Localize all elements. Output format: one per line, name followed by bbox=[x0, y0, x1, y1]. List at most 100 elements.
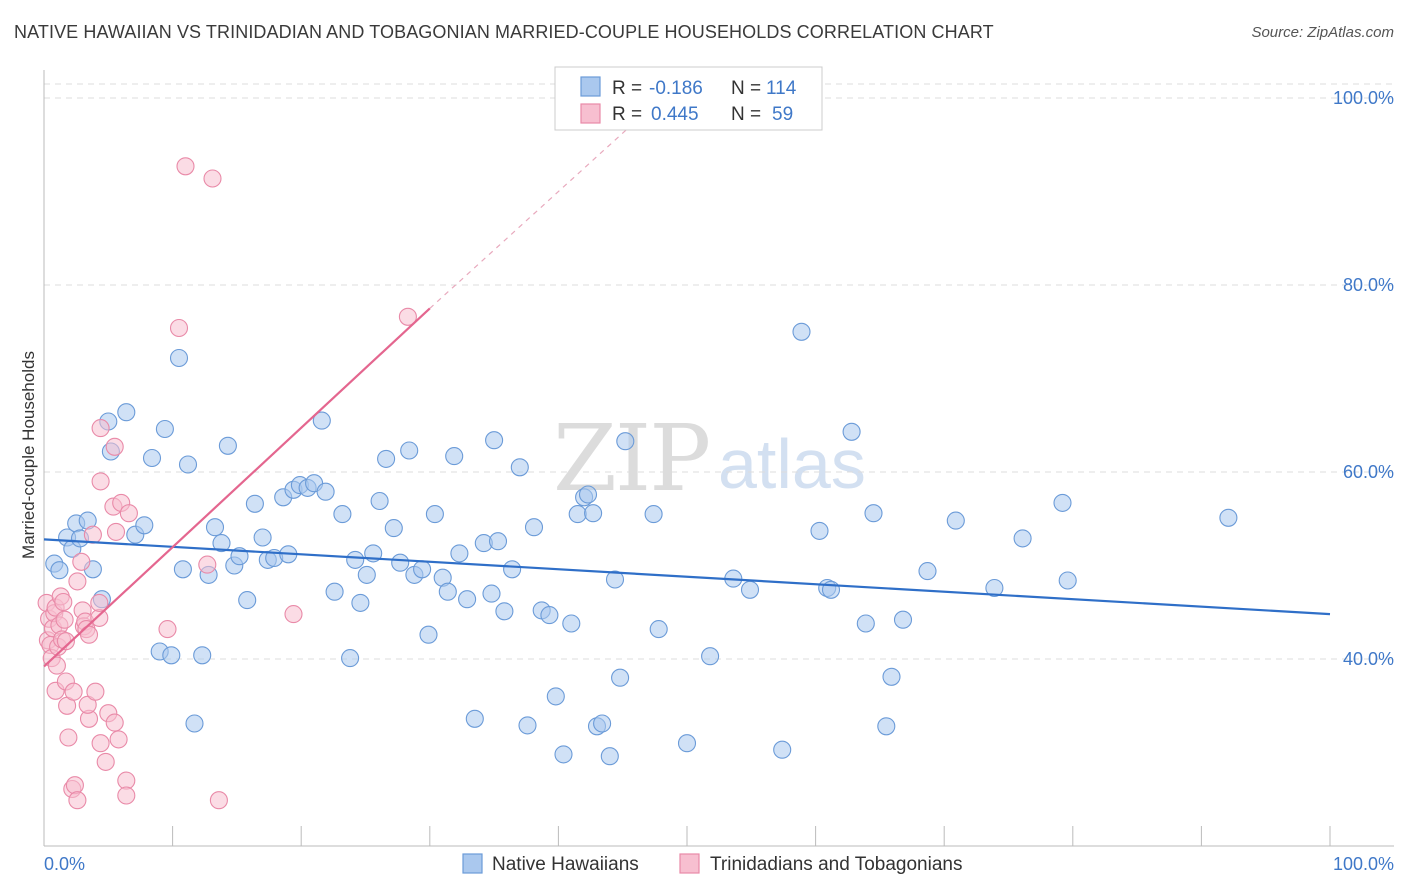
point-native-hawaiian-67 bbox=[488, 532, 508, 551]
point-trinidadian-53 bbox=[176, 157, 195, 176]
point-native-hawaiian-29 bbox=[238, 591, 257, 610]
point-native-hawaiian-14 bbox=[142, 448, 162, 468]
point-native-hawaiian-100 bbox=[856, 614, 875, 633]
point-trinidadian-33 bbox=[83, 525, 102, 544]
legend-swatch-pink bbox=[580, 103, 601, 124]
legend-n-label-blue: N = bbox=[731, 78, 761, 99]
legend-n-value-pink: 59 bbox=[772, 104, 793, 125]
y-tick-label-60: 60.0% bbox=[1343, 462, 1394, 482]
point-trinidadian-49 bbox=[117, 786, 136, 805]
point-trinidadian-21 bbox=[65, 776, 84, 795]
point-native-hawaiian-63 bbox=[465, 709, 484, 728]
point-native-hawaiian-71 bbox=[518, 716, 537, 735]
grid-lines bbox=[44, 83, 1394, 660]
point-native-hawaiian-53 bbox=[400, 441, 419, 460]
point-native-hawaiian-51 bbox=[384, 519, 403, 538]
point-native-hawaiian-49 bbox=[370, 491, 389, 511]
point-native-hawaiian-65 bbox=[485, 431, 504, 450]
point-native-hawaiian-107 bbox=[985, 578, 1004, 598]
source-label: Source: ZipAtlas.com bbox=[1251, 24, 1394, 41]
point-native-hawaiian-91 bbox=[701, 647, 720, 666]
point-native-hawaiian-69 bbox=[503, 560, 522, 579]
point-trinidadian-45 bbox=[106, 522, 126, 541]
y-tick-label-100: 100.0% bbox=[1333, 88, 1394, 108]
point-trinidadian-52 bbox=[169, 318, 189, 338]
y-tick-label-80: 80.0% bbox=[1343, 275, 1394, 295]
point-native-hawaiian-50 bbox=[377, 449, 396, 468]
point-native-hawaiian-16 bbox=[155, 419, 174, 439]
point-native-hawaiian-110 bbox=[1058, 571, 1077, 590]
y-axis-label: Married-couple Households bbox=[19, 351, 38, 559]
point-native-hawaiian-75 bbox=[546, 687, 565, 706]
point-native-hawaiian-42 bbox=[325, 582, 344, 601]
point-native-hawaiian-108 bbox=[1013, 529, 1032, 548]
legend-r-value-pink: 0.445 bbox=[651, 104, 699, 125]
point-trinidadian-50 bbox=[119, 504, 138, 523]
legend-top: R = -0.186 N = 114 R = 0.445 N = 59 bbox=[554, 66, 823, 131]
point-native-hawaiian-17 bbox=[162, 646, 181, 665]
point-native-hawaiian-31 bbox=[253, 528, 272, 547]
point-native-hawaiian-88 bbox=[644, 505, 663, 524]
point-native-hawaiian-43 bbox=[333, 505, 352, 524]
point-native-hawaiian-83 bbox=[593, 714, 612, 733]
point-native-hawaiian-96 bbox=[810, 521, 829, 540]
trend-line-native-hawaiians bbox=[43, 538, 1331, 616]
point-native-hawaiian-85 bbox=[605, 570, 625, 589]
point-trinidadian-23 bbox=[64, 682, 83, 701]
point-native-hawaiian-84 bbox=[600, 747, 619, 766]
point-native-hawaiian-87 bbox=[616, 432, 635, 451]
bottom-legend-swatch-blue bbox=[462, 853, 483, 874]
point-trinidadian-15 bbox=[56, 632, 75, 651]
legend-n-value-blue: 114 bbox=[766, 78, 797, 99]
point-native-hawaiian-59 bbox=[438, 582, 457, 601]
point-trinidadian-46 bbox=[109, 730, 128, 749]
point-native-hawaiian-57 bbox=[425, 505, 444, 524]
x-ticks bbox=[43, 826, 1331, 846]
point-native-hawaiian-13 bbox=[135, 516, 154, 535]
y-tick-labels: 40.0% 60.0% 80.0% 100.0% bbox=[1333, 88, 1394, 669]
point-native-hawaiian-20 bbox=[178, 455, 198, 474]
point-native-hawaiian-68 bbox=[495, 602, 514, 621]
point-native-hawaiian-30 bbox=[245, 494, 264, 513]
x-tick-label-max: 100.0% bbox=[1333, 854, 1394, 874]
point-native-hawaiian-109 bbox=[1053, 493, 1072, 512]
point-trinidadian-19 bbox=[59, 728, 78, 747]
point-native-hawaiian-86 bbox=[611, 668, 630, 687]
point-native-hawaiian-102 bbox=[877, 717, 896, 736]
point-trinidadian-38 bbox=[91, 472, 110, 491]
bottom-legend-label-blue: Native Hawaiians bbox=[492, 854, 639, 875]
point-native-hawaiian-41 bbox=[316, 482, 335, 501]
point-native-hawaiian-56 bbox=[419, 625, 438, 644]
point-trinidadian-54 bbox=[198, 555, 217, 574]
legend-bottom: Native Hawaiians Trinidadians and Tobago… bbox=[462, 853, 962, 875]
point-native-hawaiian-1 bbox=[50, 561, 69, 580]
point-native-hawaiian-78 bbox=[568, 505, 587, 524]
point-native-hawaiian-106 bbox=[946, 511, 965, 530]
point-trinidadian-8 bbox=[47, 656, 66, 675]
point-native-hawaiian-18 bbox=[169, 348, 189, 368]
point-native-hawaiian-46 bbox=[351, 593, 370, 612]
point-native-hawaiian-55 bbox=[413, 560, 432, 579]
point-trinidadian-43 bbox=[105, 437, 124, 456]
point-native-hawaiian-76 bbox=[554, 745, 573, 764]
point-trinidadian-58 bbox=[398, 307, 417, 326]
point-native-hawaiian-40 bbox=[312, 411, 331, 430]
point-native-hawaiian-52 bbox=[391, 553, 410, 572]
point-trinidadian-22 bbox=[68, 791, 87, 810]
point-trinidadian-25 bbox=[72, 552, 91, 571]
point-native-hawaiian-70 bbox=[510, 458, 529, 477]
point-native-hawaiian-45 bbox=[346, 550, 365, 569]
point-native-hawaiian-60 bbox=[445, 447, 464, 466]
point-native-hawaiian-99 bbox=[842, 422, 861, 441]
point-native-hawaiian-72 bbox=[524, 518, 544, 537]
point-native-hawaiian-111 bbox=[1219, 508, 1238, 527]
point-native-hawaiian-25 bbox=[212, 534, 231, 553]
point-native-hawaiian-93 bbox=[740, 580, 760, 599]
point-native-hawaiian-22 bbox=[193, 646, 212, 665]
point-trinidadian-57 bbox=[284, 605, 303, 624]
point-native-hawaiian-81 bbox=[584, 504, 603, 523]
legend-r-value-blue: -0.186 bbox=[649, 78, 703, 99]
point-native-hawaiian-66 bbox=[482, 584, 501, 603]
trend-extension-trinidadians bbox=[429, 120, 636, 309]
point-trinidadian-44 bbox=[105, 713, 124, 732]
